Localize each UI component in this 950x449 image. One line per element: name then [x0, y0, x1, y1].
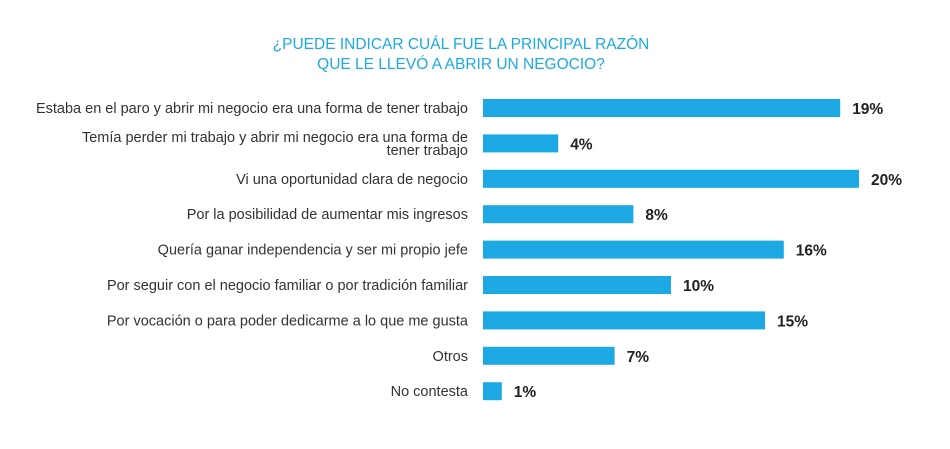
- value-label: 19%: [852, 101, 883, 118]
- bar: [483, 99, 841, 117]
- bar: [483, 311, 765, 330]
- chart-title-line: ¿PUEDE INDICAR CUÁL FUE LA PRINCIPAL RAZ…: [273, 36, 650, 53]
- bar: [483, 382, 502, 401]
- bar: [483, 205, 634, 224]
- category-label: Estaba en el paro y abrir mi negocio era…: [36, 101, 468, 117]
- bar: [483, 276, 671, 294]
- category-label: No contesta: [391, 384, 469, 400]
- category-label: Otros: [433, 349, 468, 365]
- category-label: Por vocación o para poder dedicarme a lo…: [107, 313, 469, 329]
- category-label: tener trabajo: [387, 143, 468, 159]
- value-label: 15%: [777, 313, 808, 330]
- value-label: 7%: [627, 349, 650, 366]
- bar: [483, 169, 859, 188]
- category-label: Por la posibilidad de aumentar mis ingre…: [187, 207, 468, 223]
- category-label: Por seguir con el negocio familiar o por…: [107, 278, 468, 294]
- category-label: Quería ganar independencia y ser mi prop…: [158, 243, 468, 259]
- category-label: Vi una oportunidad clara de negocio: [236, 172, 468, 188]
- value-label: 10%: [683, 278, 714, 295]
- value-label: 8%: [645, 207, 668, 224]
- chart-title-line: QUE LE LLEVÓ A ABRIR UN NEGOCIO?: [317, 56, 605, 73]
- value-label: 1%: [514, 384, 537, 401]
- category-labels: Estaba en el paro y abrir mi negocio era…: [36, 101, 469, 400]
- bar: [483, 240, 784, 259]
- category-label: Temía perder mi trabajo y abrir mi negoc…: [82, 130, 468, 146]
- value-label: 16%: [796, 243, 827, 260]
- bar: [483, 346, 615, 365]
- value-labels: 19% 4% 20% 8% 16% 10% 15% 7% 1%: [514, 101, 902, 401]
- value-label: 20%: [871, 172, 902, 189]
- value-label: 4%: [570, 136, 593, 153]
- chart-title: ¿PUEDE INDICAR CUÁL FUE LA PRINCIPAL RAZ…: [273, 36, 650, 73]
- bar: [483, 134, 559, 153]
- bars: [483, 99, 859, 401]
